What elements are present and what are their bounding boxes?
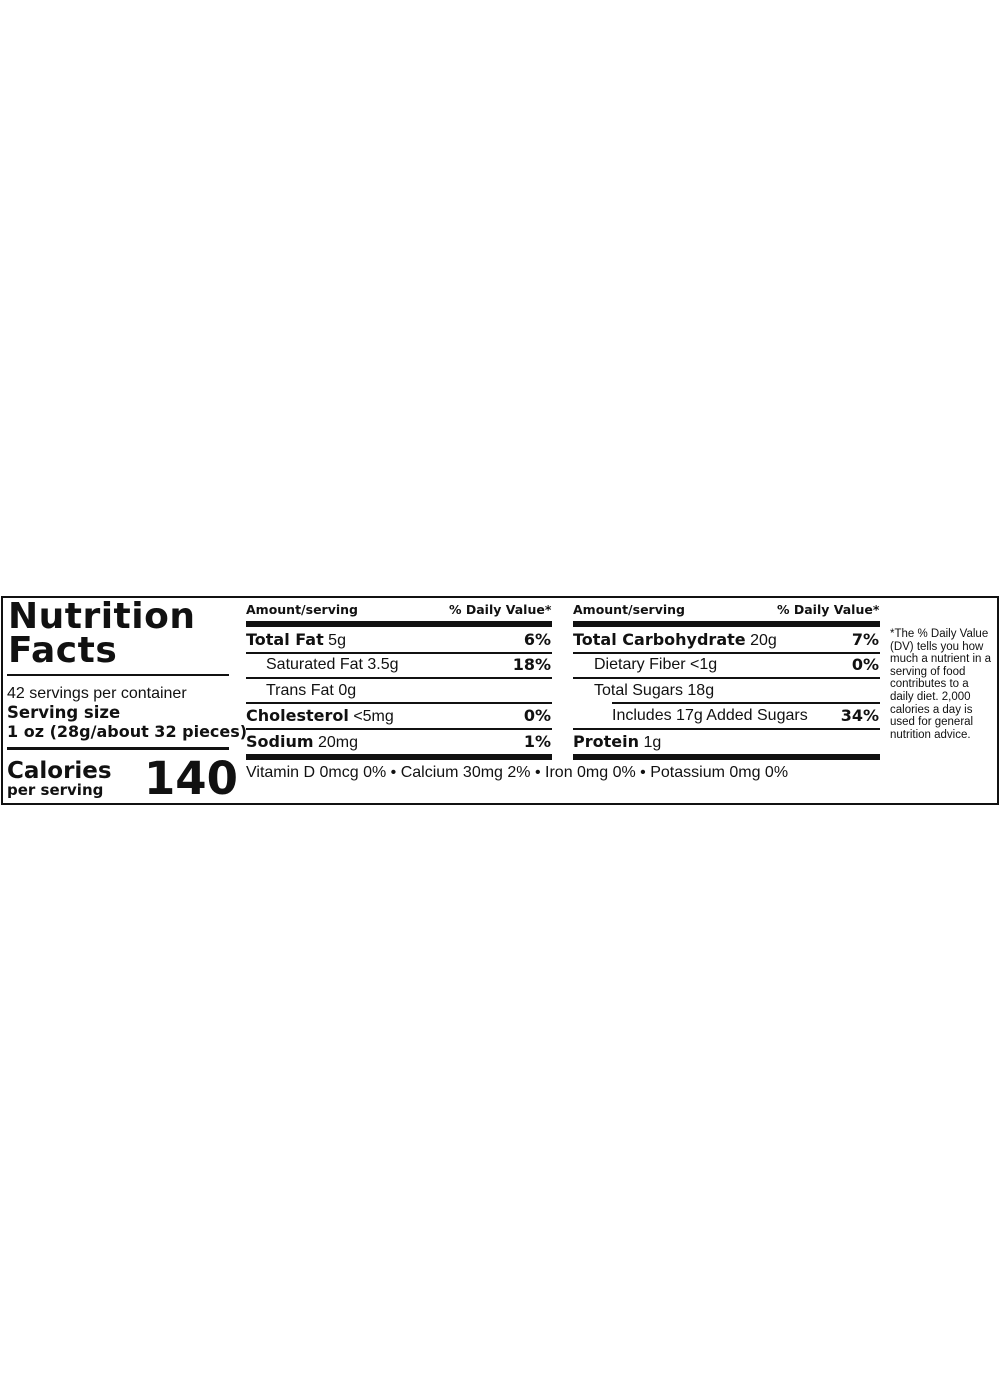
nutrient-row-saturated-fat: Saturated Fat 3.5g 18%: [266, 655, 551, 675]
nutrient-name: Dietary Fiber: [594, 656, 686, 673]
nutrient-name: Cholesterol: [246, 706, 349, 725]
serving-size-label: Serving size: [7, 703, 121, 722]
nutrient-row-protein: Protein 1g: [573, 732, 879, 752]
nutrient-row-total-fat: Total Fat 5g 6%: [246, 630, 551, 650]
nutrient-row-total-sugars: Total Sugars 18g: [594, 681, 879, 701]
nutrient-name: Sodium: [246, 732, 314, 751]
vitamins-minerals: Vitamin D 0mcg 0% • Calcium 30mg 2% • Ir…: [246, 764, 789, 781]
header-amount: Amount/serving: [573, 602, 685, 617]
divider: [573, 728, 880, 730]
nutrient-dv: 0%: [851, 655, 879, 674]
nutrient-name: Includes 17g Added Sugars: [612, 707, 808, 724]
divider: [246, 728, 552, 730]
header-daily-value: % Daily Value*: [449, 602, 552, 617]
nutrient-amount: <5mg: [353, 708, 394, 725]
nutrient-amount: 5g: [328, 632, 346, 649]
calories-value: 140: [144, 752, 238, 805]
nutrient-dv: 1%: [523, 732, 551, 751]
divider: [573, 652, 880, 654]
nutrient-amount: 20mg: [317, 734, 358, 751]
thick-divider: [246, 754, 552, 760]
nutrient-dv: 0%: [523, 706, 551, 725]
nutrient-amount: 18g: [687, 682, 715, 699]
nutrient-dv: 7%: [851, 630, 879, 649]
thick-divider: [573, 754, 880, 760]
nutrient-amount: 20g: [750, 632, 777, 649]
divider: [246, 677, 552, 679]
header-amount: Amount/serving: [246, 602, 358, 617]
daily-value-footnote: *The % Daily Value (DV) tells you how mu…: [890, 628, 992, 741]
thick-divider: [573, 621, 880, 627]
nutrient-amount: <1g: [690, 656, 718, 673]
nutrient-name: Saturated Fat: [266, 656, 363, 673]
divider: [612, 702, 880, 704]
divider: [246, 652, 552, 654]
nutrient-name: Trans Fat: [266, 682, 334, 699]
title-line1: Nutrition: [8, 596, 196, 637]
nutrient-name: Total Sugars: [594, 682, 683, 699]
nutrient-name: Total Fat: [246, 630, 324, 649]
nutrient-dv: 34%: [840, 706, 879, 725]
nutrient-row-sodium: Sodium 20mg 1%: [246, 732, 551, 752]
nutrient-name: Total Carbohydrate: [573, 630, 746, 649]
divider: [573, 677, 880, 679]
nutrient-name: Protein: [573, 732, 639, 751]
divider: [7, 747, 229, 750]
nutrition-facts-label: [1, 596, 999, 805]
title-line2: Facts: [8, 630, 118, 671]
nutrient-row-total-carbohydrate: Total Carbohydrate 20g 7%: [573, 630, 879, 650]
nutrient-row-dietary-fiber: Dietary Fiber <1g 0%: [594, 655, 879, 675]
nutrient-dv: 18%: [512, 655, 551, 674]
nutrient-dv: 6%: [523, 630, 551, 649]
serving-size-value: 1 oz (28g/about 32 pieces): [7, 722, 248, 741]
calories-label: Calories: [7, 758, 112, 784]
divider: [7, 674, 229, 676]
nutrient-amount: 1g: [643, 734, 662, 751]
thick-divider: [246, 621, 552, 627]
calories-sublabel: per serving: [7, 781, 104, 799]
servings-per-container: 42 servings per container: [7, 685, 187, 702]
header-daily-value: % Daily Value*: [777, 602, 880, 617]
divider: [246, 702, 552, 704]
nutrient-amount: 0g: [338, 682, 357, 699]
nutrient-row-added-sugars: Includes 17g Added Sugars 34%: [612, 706, 879, 726]
nutrient-row-trans-fat: Trans Fat 0g: [266, 681, 551, 701]
nutrient-row-cholesterol: Cholesterol <5mg 0%: [246, 706, 551, 726]
nutrient-amount: 3.5g: [367, 656, 399, 673]
